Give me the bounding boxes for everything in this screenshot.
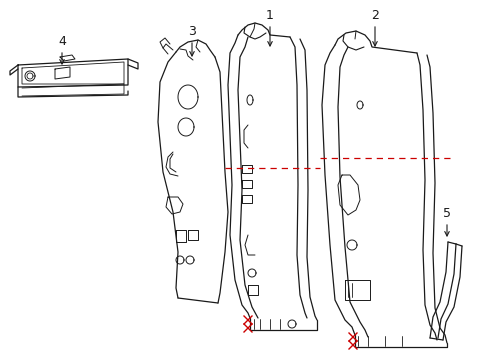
Text: 1: 1 <box>265 9 273 22</box>
Text: 3: 3 <box>188 25 196 38</box>
Text: 4: 4 <box>58 35 66 48</box>
Text: 5: 5 <box>442 207 450 220</box>
Text: 2: 2 <box>370 9 378 22</box>
